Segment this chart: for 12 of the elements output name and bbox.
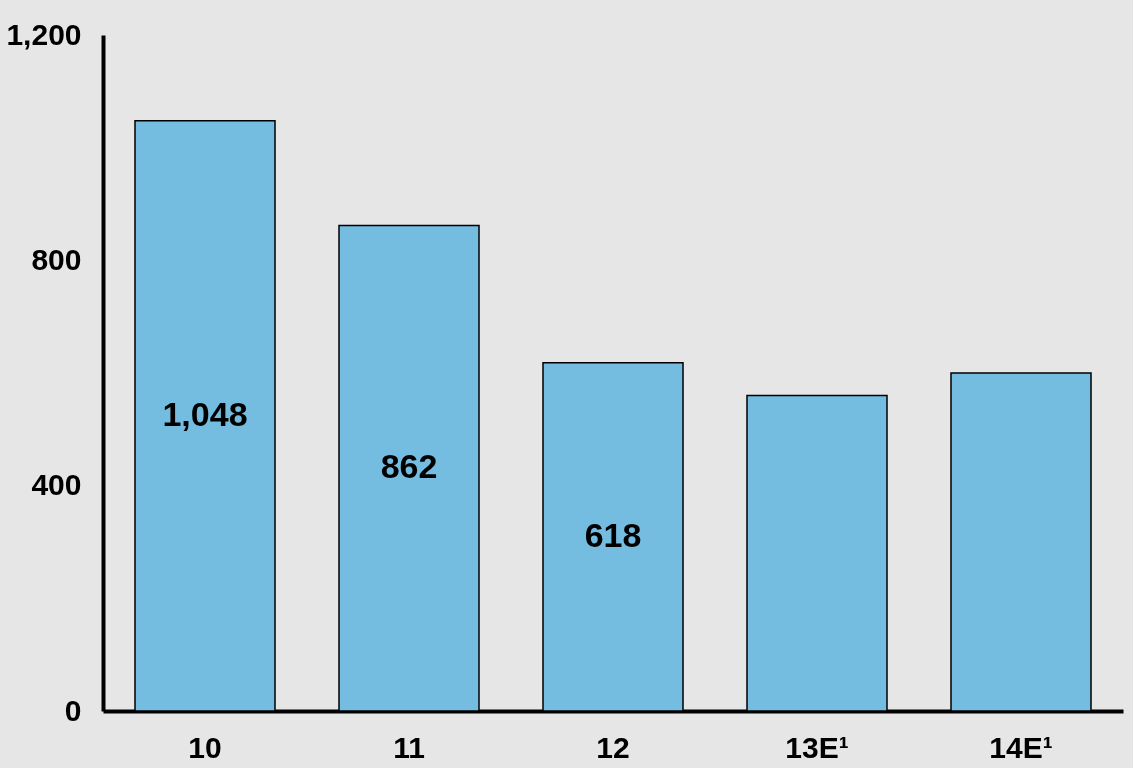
y-tick-label: 0 (64, 693, 82, 727)
x-tick-label: 13E¹ (785, 730, 849, 764)
y-tick-label: 400 (31, 468, 82, 502)
x-tick-label: 11 (393, 730, 425, 764)
x-tick-label: 12 (596, 730, 630, 764)
y-tick-label: 800 (31, 242, 82, 276)
y-tick-label: 1,200 (6, 17, 82, 51)
data-label: 618 (584, 515, 642, 554)
x-tick-label: 10 (188, 730, 222, 764)
data-label: 1,048 (162, 394, 248, 433)
data-label: 862 (380, 447, 438, 486)
x-tick-label: 14E¹ (989, 730, 1053, 764)
